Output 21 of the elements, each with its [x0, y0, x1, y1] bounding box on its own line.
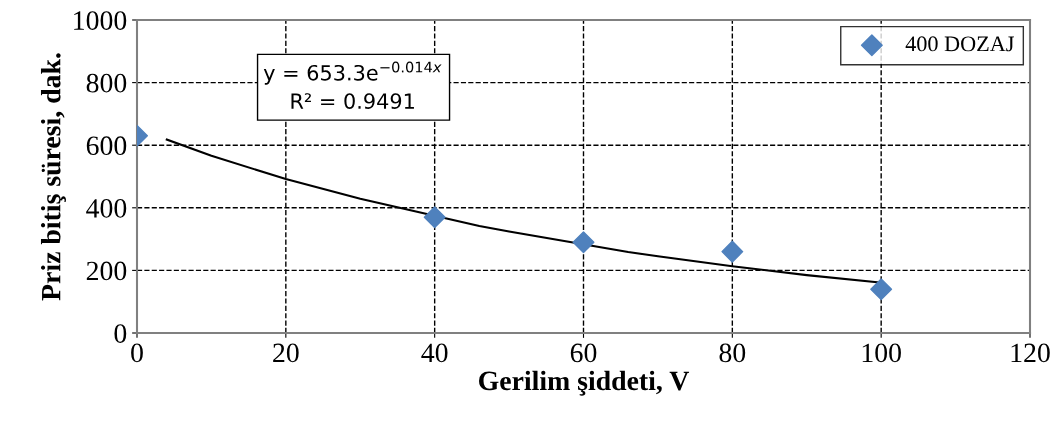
- x-tick-label: 100: [862, 343, 901, 363]
- x-axis-title: Gerilim şiddeti, V: [479, 370, 690, 396]
- y-tick-label: 600: [86, 136, 127, 156]
- legend-label: 400 DOZAJ: [905, 36, 1014, 52]
- y-tick-label: 0: [114, 324, 127, 343]
- x-tick-label: 60: [570, 343, 597, 363]
- x-tick-label: 120: [1011, 343, 1050, 363]
- y-tick-label: 200: [86, 261, 127, 281]
- y-tick-label: 400: [86, 198, 127, 218]
- x-tick-label: 0: [131, 343, 143, 363]
- x-tick-label: 20: [273, 343, 299, 363]
- y-axis-title: Priz bitiş süresi, dak.: [40, 53, 66, 301]
- y-tick-label: 800: [86, 73, 127, 93]
- point: [572, 231, 595, 254]
- annotation: y = 653.3e$^{−0.014x}$: [263, 61, 442, 85]
- annotation: R² = 0.9491: [291, 93, 414, 109]
- x-tick-label: 80: [719, 343, 746, 363]
- x-tick-label: 40: [421, 343, 448, 363]
- y-tick-label: 1000: [74, 11, 127, 30]
- point: [870, 278, 893, 301]
- point: [721, 240, 744, 263]
